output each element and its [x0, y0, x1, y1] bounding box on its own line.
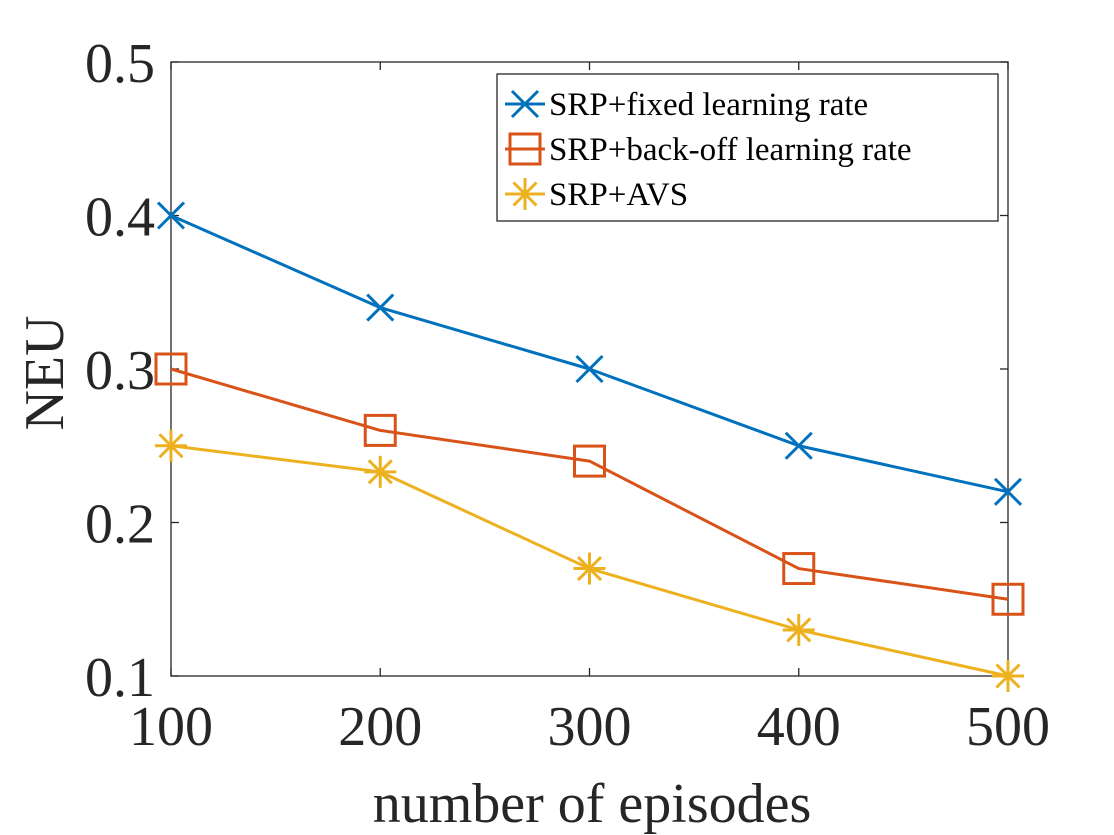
- marker-stroke: [510, 89, 540, 119]
- y-tick-label: 0.5: [85, 33, 155, 95]
- tick-labels-layer: 100 200 300 400 500 0.1 0.2 0.3 0.4 0.5: [85, 33, 1050, 758]
- x-tick-label: 500: [966, 696, 1050, 758]
- marker-stroke: [576, 555, 603, 582]
- marker-square: [991, 582, 1025, 616]
- data-point: [573, 444, 606, 478]
- data-point: [573, 552, 606, 585]
- series-line-1: [170, 214, 1009, 494]
- marker-square: [573, 444, 606, 478]
- data-point: [155, 429, 187, 462]
- data-point: [992, 660, 1024, 692]
- marker-square: [782, 552, 816, 586]
- legend-item-3: SRP+AVS: [505, 177, 688, 213]
- legend-label: SRP+fixed learning rate: [549, 87, 868, 123]
- marker-stroke: [512, 181, 538, 207]
- marker-stroke: [158, 433, 184, 459]
- data-point: [156, 201, 186, 230]
- marker-stroke: [786, 617, 812, 643]
- data-point: [575, 354, 604, 384]
- data-point: [991, 582, 1025, 616]
- legend: SRP+fixed learning rate SRP+back-off lear…: [496, 73, 999, 222]
- legend-item-2: SRP+back-off learning rate: [505, 132, 912, 168]
- x-tick-label: 200: [338, 696, 422, 758]
- data-point: [993, 477, 1023, 506]
- legend-item-1: SRP+fixed learning rate: [505, 87, 868, 123]
- y-tick-label: 0.4: [85, 187, 155, 249]
- marker-stroke: [995, 663, 1021, 689]
- marker-square: [363, 413, 397, 447]
- series-markers-layer: [154, 201, 1025, 692]
- legend-marker: [509, 178, 541, 210]
- data-point: [366, 293, 395, 322]
- marker-square: [154, 352, 188, 386]
- x-tick-label: 100: [129, 696, 213, 758]
- legend-box: [496, 73, 999, 222]
- marker-stroke: [367, 459, 393, 485]
- data-point: [154, 352, 188, 386]
- marker-stroke: [575, 354, 604, 384]
- y-tick-label: 0.3: [85, 340, 155, 402]
- marker-square: [508, 132, 542, 166]
- marker-stroke: [156, 201, 186, 230]
- data-point: [364, 455, 397, 488]
- series-line-2: [170, 367, 1009, 601]
- marker-stroke: [366, 293, 395, 322]
- data-point: [363, 413, 397, 447]
- legend-label: SRP+back-off learning rate: [549, 132, 912, 168]
- data-point: [782, 552, 816, 586]
- marker-stroke: [784, 431, 813, 460]
- x-tick-label: 400: [757, 696, 841, 758]
- data-point: [784, 431, 813, 460]
- legend-marker: [510, 89, 540, 119]
- y-axis-title: NEU: [14, 315, 76, 430]
- data-point: [782, 613, 815, 646]
- y-tick-label: 0.1: [85, 647, 155, 709]
- legend-marker: [508, 132, 542, 166]
- marker-stroke: [993, 477, 1023, 506]
- x-tick-label: 300: [548, 696, 632, 758]
- x-axis-title: number of episodes: [373, 773, 812, 835]
- legend-label: SRP+AVS: [549, 177, 688, 213]
- y-tick-label: 0.2: [85, 494, 155, 556]
